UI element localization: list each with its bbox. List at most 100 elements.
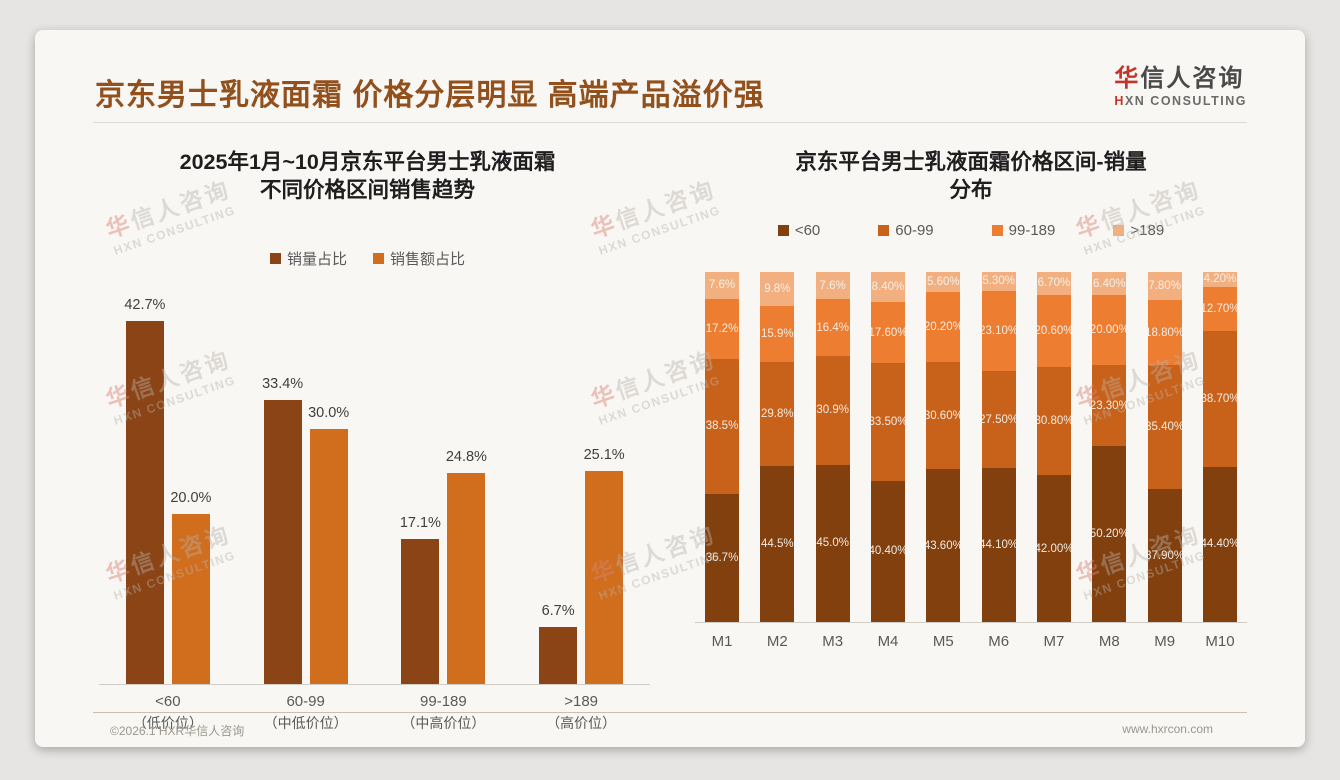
right-legend-swatch <box>1113 225 1125 236</box>
logo-sub-highlight: H <box>1114 94 1125 108</box>
right-chart-title: 京东平台男士乳液面霜价格区间-销量 分布 <box>685 148 1257 204</box>
segment-value-label: 42.00% <box>1034 542 1074 555</box>
segment-value-label: 8.40% <box>871 281 905 294</box>
segment-99-189: 20.60% <box>1034 295 1074 368</box>
left-chart-title: 2025年1月~10月京东平台男士乳液面霜 不同价格区间销售趋势 <box>75 148 660 204</box>
bar-value-label: 24.8% <box>445 449 487 466</box>
right-legend-item: >189 <box>1113 222 1164 239</box>
segment->189: 9.8% <box>760 272 795 307</box>
segment->189: 8.40% <box>870 272 905 302</box>
segment-value-label: 7.80% <box>1148 279 1181 292</box>
right-chart-title-line2: 分布 <box>949 178 993 202</box>
segment-<60: 44.40% <box>1200 466 1239 622</box>
segment-<60: 44.10% <box>979 467 1019 622</box>
segment-60-99: 29.8% <box>760 361 795 467</box>
category-label: 99-189 （中高价位） <box>375 693 513 733</box>
right-legend-item: 99-189 <box>991 222 1056 239</box>
left-chart-plot: 42.7% 20.0% 33.4% 30.0% 17.1% 24.8% 6.7% 25.1% <box>99 297 650 685</box>
segment-99-189: 18.80% <box>1145 299 1185 366</box>
footer-copyright: ©2026.1 HXR华信人咨询 <box>110 724 245 738</box>
right-legend-swatch <box>991 225 1003 236</box>
segment-99-189: 16.4% <box>815 299 850 357</box>
segment-60-99: 23.30% <box>1090 364 1129 447</box>
segment-value-label: 30.60% <box>923 409 963 422</box>
stacked-bar-month: 42.00% 30.80% 20.60% 6.70% <box>1034 271 1074 622</box>
bar-value-label: 17.1% <box>399 514 441 531</box>
month-label: M4 <box>877 633 899 650</box>
segment->189: 7.6% <box>705 271 739 299</box>
segment->189: 6.70% <box>1036 271 1071 296</box>
segment-99-189: 23.10% <box>979 290 1019 372</box>
stacked-bar-month: 50.20% 23.30% 20.00% 6.40% <box>1090 272 1129 622</box>
month-label: M9 <box>1154 633 1176 650</box>
segment->189: 6.40% <box>1092 272 1127 295</box>
segment-60-99: 30.60% <box>923 362 963 470</box>
bar-value-label: 33.4% <box>262 376 304 393</box>
segment-value-label: 6.40% <box>1092 277 1126 290</box>
bar-销售额占比: 25.1% <box>584 447 625 684</box>
segment-value-label: 16.4% <box>816 321 849 334</box>
left-chart-legend: 销量占比 销售额占比 <box>75 248 660 269</box>
bar-value-label: 20.0% <box>170 490 212 506</box>
segment-<60: 40.40% <box>868 480 908 622</box>
segment-60-99: 33.50% <box>868 363 908 481</box>
bar-value-label: 42.7% <box>124 297 166 313</box>
segment-value-label: 29.8% <box>761 408 794 421</box>
category-label: 60-99 （中低价位） <box>237 693 375 733</box>
segment-value-label: 5.30% <box>982 275 1015 288</box>
right-legend-label: 99-189 <box>1008 222 1056 239</box>
segment-<60: 37.90% <box>1145 489 1184 622</box>
segment-60-99: 38.70% <box>1200 331 1240 467</box>
bar-销售额占比: 24.8% <box>446 449 487 684</box>
logo-name-rest: 信人咨询 <box>1140 65 1245 92</box>
segment-60-99: 30.9% <box>815 356 850 465</box>
right-chart-title-line1: 京东平台男士乳液面霜价格区间-销量 <box>795 150 1147 174</box>
left-chart-panel: 2025年1月~10月京东平台男士乳液面霜 不同价格区间销售趋势 销量占比 销售额… <box>75 142 660 733</box>
segment-value-label: 38.70% <box>1200 392 1240 405</box>
segment-value-label: 30.9% <box>816 404 849 417</box>
category-tier-label: （低价位） <box>132 715 203 731</box>
segment-value-label: 15.9% <box>761 328 794 341</box>
right-chart-plot: 36.7% 38.5% 17.2% 7.6% 44.5% 29.8% 15.9% 9.8% 45… <box>695 271 1247 623</box>
title-divider <box>93 122 1247 123</box>
left-legend-label: 销量占比 <box>286 251 347 268</box>
left-chart-title-line1: 2025年1月~10月京东平台男士乳液面霜 <box>179 150 556 174</box>
month-label: M8 <box>1098 633 1120 650</box>
segment-value-label: 40.40% <box>868 545 908 558</box>
segment-value-label: 45.0% <box>816 537 849 550</box>
right-legend-swatch <box>777 225 789 236</box>
segment-value-label: 23.10% <box>979 324 1019 337</box>
segment-value-label: 44.5% <box>761 538 794 551</box>
stacked-bar-month: 44.5% 29.8% 15.9% 9.8% <box>760 272 795 622</box>
price-band-group: 17.1% 24.8% <box>400 449 487 684</box>
stacked-bar-month: 45.0% 30.9% 16.4% 7.6% <box>815 272 850 622</box>
stacked-bar-month: 37.90% 35.40% 18.80% 7.80% <box>1145 272 1185 622</box>
bar-销售额占比: 20.0% <box>170 490 211 684</box>
left-legend-swatch <box>269 253 281 264</box>
category-tier-label: （高价位） <box>546 715 617 731</box>
bar-销量占比: 17.1% <box>400 515 441 684</box>
left-chart-title-line2: 不同价格区间销售趋势 <box>259 178 475 202</box>
segment->189: 4.20% <box>1202 272 1237 287</box>
month-label: M5 <box>932 633 954 650</box>
segment-99-189: 12.70% <box>1200 286 1239 332</box>
stacked-bar-month: 36.7% 38.5% 17.2% 7.6% <box>705 271 739 622</box>
right-legend-label: 60-99 <box>895 222 934 239</box>
bar-销量占比: 6.7% <box>539 603 578 684</box>
segment-value-label: 44.10% <box>979 538 1019 551</box>
segment-value-label: 20.60% <box>1034 325 1074 338</box>
month-label: M6 <box>988 633 1010 650</box>
segment-value-label: 38.5% <box>705 420 739 433</box>
right-chart-legend: <60 60-99 99-189 >189 <box>685 222 1257 239</box>
footer-divider <box>93 712 1247 713</box>
footer-website: www.hxrcon.com <box>1122 722 1213 736</box>
segment-value-label: 5.60% <box>927 275 960 288</box>
segment-99-189: 20.00% <box>1090 294 1129 365</box>
bar-销量占比: 42.7% <box>124 297 165 684</box>
segment-60-99: 27.50% <box>979 371 1018 468</box>
segment-99-189: 15.9% <box>760 306 795 362</box>
segment-value-label: 18.80% <box>1145 326 1185 339</box>
left-legend-label: 销售额占比 <box>390 251 466 268</box>
price-band-group: 42.7% 20.0% <box>124 297 211 684</box>
segment-<60: 50.20% <box>1090 446 1129 622</box>
